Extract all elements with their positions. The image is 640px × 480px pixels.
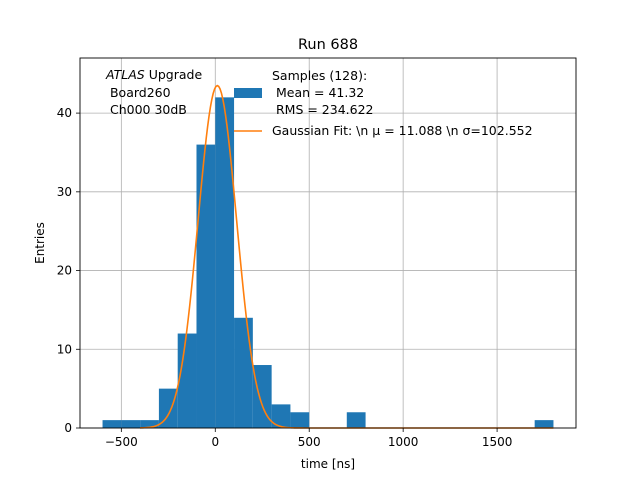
chart-title: Run 688 bbox=[298, 37, 358, 53]
y-axis-ticks: 0 10 20 30 40 bbox=[57, 106, 80, 435]
y-tick-label: 10 bbox=[57, 342, 72, 356]
annotation-line-3: Ch000 30dB bbox=[106, 102, 187, 117]
histogram-bar bbox=[177, 333, 197, 428]
x-tick-label: 500 bbox=[298, 435, 321, 449]
y-tick-label: 20 bbox=[57, 264, 72, 278]
x-tick-label: −500 bbox=[105, 435, 138, 449]
histogram-bars bbox=[102, 97, 554, 429]
legend: Samples (128): Mean = 41.32 RMS = 234.62… bbox=[234, 68, 533, 138]
histogram-bar bbox=[121, 420, 141, 428]
histogram-bar bbox=[215, 97, 235, 429]
y-tick-label: 30 bbox=[57, 185, 72, 199]
histogram-bar bbox=[290, 412, 310, 428]
histogram-bar bbox=[102, 420, 122, 428]
legend-fit-label: Gaussian Fit: \n μ = 11.088 \n σ=102.552 bbox=[272, 123, 533, 138]
legend-histogram-swatch bbox=[234, 88, 262, 98]
histogram-bar bbox=[534, 420, 554, 428]
atlas-annotation: ATLAS Upgrade Board260 Ch000 30dB bbox=[105, 67, 202, 117]
legend-hist-line-2: Mean = 41.32 bbox=[272, 85, 364, 100]
annotation-upgrade: Upgrade bbox=[145, 67, 203, 82]
legend-hist-line-1: Samples (128): bbox=[272, 68, 367, 83]
legend-hist-line-3: RMS = 234.622 bbox=[272, 102, 374, 117]
histogram-bar bbox=[234, 317, 253, 428]
annotation-atlas: ATLAS bbox=[105, 67, 145, 82]
x-tick-label: 1000 bbox=[388, 435, 419, 449]
histogram-bar bbox=[140, 420, 159, 428]
x-axis-label: time [ns] bbox=[301, 457, 355, 471]
x-tick-label: 0 bbox=[211, 435, 219, 449]
histogram-bar bbox=[158, 388, 178, 428]
histogram-bar bbox=[252, 365, 272, 428]
annotation-line-1: ATLAS Upgrade bbox=[105, 67, 202, 82]
histogram-bar bbox=[196, 144, 216, 428]
x-tick-label: 1500 bbox=[482, 435, 513, 449]
y-tick-label: 0 bbox=[64, 421, 72, 435]
x-axis-ticks: −500 0 500 1000 1500 bbox=[105, 428, 513, 449]
annotation-line-2: Board260 bbox=[106, 85, 171, 100]
y-tick-label: 40 bbox=[57, 106, 72, 120]
histogram-bar bbox=[346, 412, 366, 428]
plot-frame bbox=[79, 57, 577, 429]
histogram-bar bbox=[271, 404, 291, 428]
y-axis-label: Entries bbox=[33, 222, 47, 264]
